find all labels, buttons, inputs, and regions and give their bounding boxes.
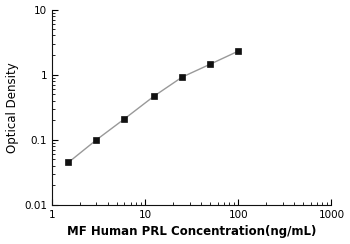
Y-axis label: Optical Density: Optical Density — [6, 62, 19, 153]
X-axis label: MF Human PRL Concentration(ng/mL): MF Human PRL Concentration(ng/mL) — [67, 225, 316, 238]
